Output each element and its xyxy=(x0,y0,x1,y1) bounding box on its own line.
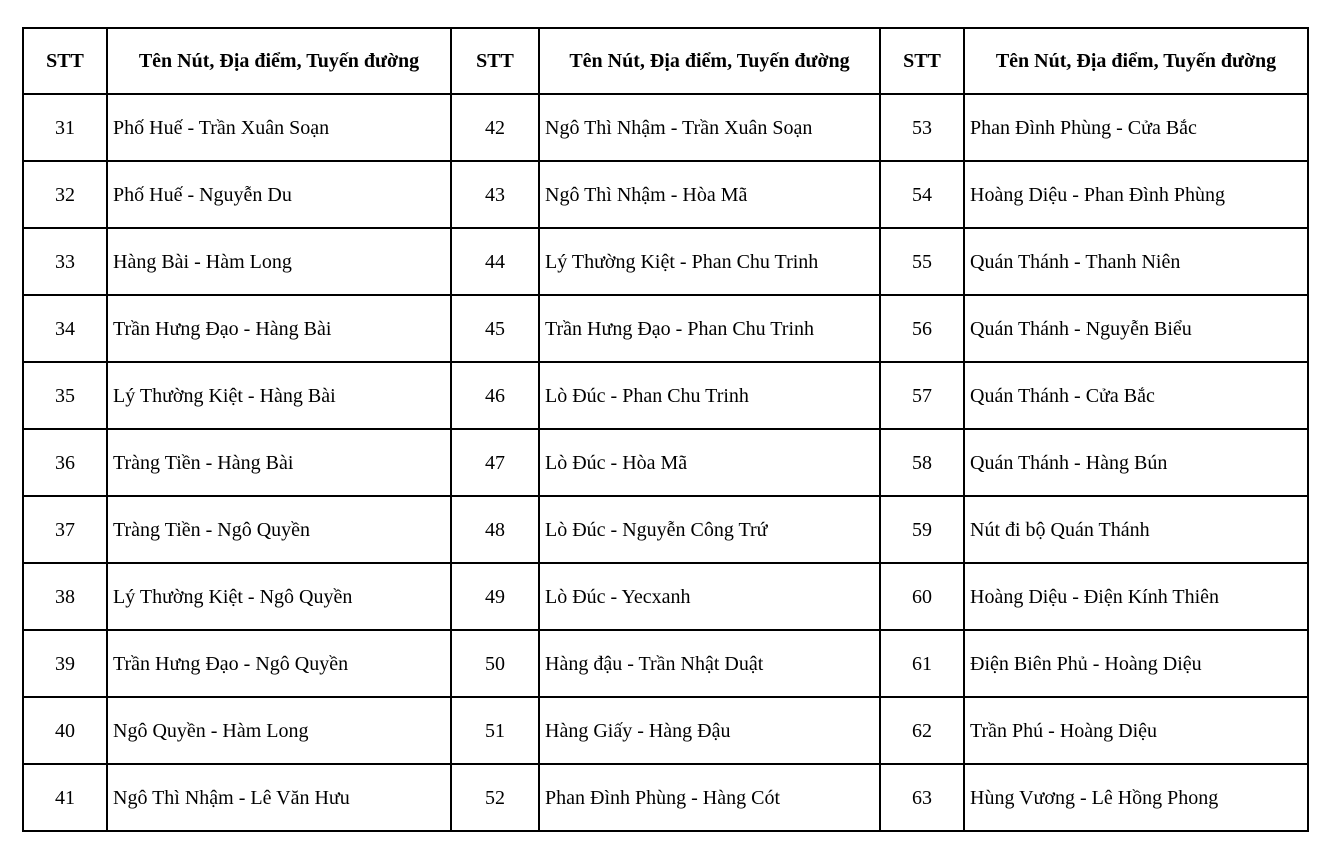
stt-cell: 44 xyxy=(450,227,540,296)
stt-cell: 36 xyxy=(22,428,108,497)
node-name-cell: Trần Hưng Đạo - Ngô Quyền xyxy=(106,629,452,698)
stt-cell: 51 xyxy=(450,696,540,765)
node-name-cell: Lò Đúc - Nguyễn Công Trứ xyxy=(538,495,881,564)
node-name-cell: Phan Đình Phùng - Cửa Bắc xyxy=(963,93,1309,162)
stt-cell: 46 xyxy=(450,361,540,430)
table-row: 34 Trần Hưng Đạo - Hàng Bài 45 Trần Hưng Đạ… xyxy=(22,294,1309,363)
node-name-cell: Quán Thánh - Nguyễn Biểu xyxy=(963,294,1309,363)
node-name-cell: Lò Đúc - Yecxanh xyxy=(538,562,881,631)
stt-cell: 57 xyxy=(879,361,965,430)
table-row: 35 Lý Thường Kiệt - Hàng Bài 46 Lò Đúc - Ph… xyxy=(22,361,1309,430)
node-name-cell: Ngô Thì Nhậm - Lê Văn Hưu xyxy=(106,763,452,832)
stt-header-2: STT xyxy=(450,27,540,95)
node-name-cell: Ngô Thì Nhậm - Hòa Mã xyxy=(538,160,881,229)
stt-cell: 52 xyxy=(450,763,540,832)
name-header-2: Tên Nút, Địa điểm, Tuyến đường xyxy=(538,27,881,95)
node-name-cell: Quán Thánh - Cửa Bắc xyxy=(963,361,1309,430)
stt-cell: 34 xyxy=(22,294,108,363)
table-row: 36 Tràng Tiền - Hàng Bài 47 Lò Đúc - Hòa Mã… xyxy=(22,428,1309,497)
stt-cell: 58 xyxy=(879,428,965,497)
stt-cell: 40 xyxy=(22,696,108,765)
stt-cell: 63 xyxy=(879,763,965,832)
table-row: 38 Lý Thường Kiệt - Ngô Quyền 49 Lò Đúc - Y… xyxy=(22,562,1309,631)
node-name-cell: Lò Đúc - Phan Chu Trinh xyxy=(538,361,881,430)
stt-cell: 56 xyxy=(879,294,965,363)
table-body: 31 Phố Huế - Trần Xuân Soạn 42 Ngô Thì Nhậm… xyxy=(22,93,1309,832)
node-name-cell: Quán Thánh - Thanh Niên xyxy=(963,227,1309,296)
stt-cell: 42 xyxy=(450,93,540,162)
stt-cell: 55 xyxy=(879,227,965,296)
node-name-cell: Ngô Thì Nhậm - Trần Xuân Soạn xyxy=(538,93,881,162)
name-header-1: Tên Nút, Địa điểm, Tuyến đường xyxy=(106,27,452,95)
node-name-cell: Lý Thường Kiệt - Phan Chu Trinh xyxy=(538,227,881,296)
stt-cell: 37 xyxy=(22,495,108,564)
node-name-cell: Trần Hưng Đạo - Hàng Bài xyxy=(106,294,452,363)
node-name-cell: Lý Thường Kiệt - Ngô Quyền xyxy=(106,562,452,631)
stt-cell: 54 xyxy=(879,160,965,229)
node-name-cell: Hàng đậu - Trần Nhật Duật xyxy=(538,629,881,698)
node-name-cell: Hoàng Diệu - Phan Đình Phùng xyxy=(963,160,1309,229)
stt-cell: 43 xyxy=(450,160,540,229)
node-name-cell: Lý Thường Kiệt - Hàng Bài xyxy=(106,361,452,430)
table-row: 31 Phố Huế - Trần Xuân Soạn 42 Ngô Thì Nhậm… xyxy=(22,93,1309,162)
stt-cell: 50 xyxy=(450,629,540,698)
traffic-nodes-table: STT Tên Nút, Địa điểm, Tuyến đường STT T… xyxy=(22,27,1309,832)
stt-cell: 49 xyxy=(450,562,540,631)
stt-cell: 48 xyxy=(450,495,540,564)
stt-cell: 59 xyxy=(879,495,965,564)
table-row: 41 Ngô Thì Nhậm - Lê Văn Hưu 52 Phan Đình P… xyxy=(22,763,1309,832)
node-name-cell: Hàng Bài - Hàm Long xyxy=(106,227,452,296)
stt-cell: 33 xyxy=(22,227,108,296)
stt-cell: 60 xyxy=(879,562,965,631)
node-name-cell: Tràng Tiền - Ngô Quyền xyxy=(106,495,452,564)
node-name-cell: Hàng Giấy - Hàng Đậu xyxy=(538,696,881,765)
node-name-cell: Quán Thánh - Hàng Bún xyxy=(963,428,1309,497)
stt-cell: 41 xyxy=(22,763,108,832)
stt-cell: 31 xyxy=(22,93,108,162)
stt-cell: 32 xyxy=(22,160,108,229)
table-row: 40 Ngô Quyền - Hàm Long 51 Hàng Giấy - Hàng… xyxy=(22,696,1309,765)
node-name-cell: Nút đi bộ Quán Thánh xyxy=(963,495,1309,564)
node-name-cell: Điện Biên Phủ - Hoàng Diệu xyxy=(963,629,1309,698)
name-header-3: Tên Nút, Địa điểm, Tuyến đường xyxy=(963,27,1309,95)
table-row: 33 Hàng Bài - Hàm Long 44 Lý Thường Kiệt - … xyxy=(22,227,1309,296)
stt-cell: 39 xyxy=(22,629,108,698)
stt-header-1: STT xyxy=(22,27,108,95)
node-name-cell: Phố Huế - Trần Xuân Soạn xyxy=(106,93,452,162)
table-row: 39 Trần Hưng Đạo - Ngô Quyền 50 Hàng đậu - … xyxy=(22,629,1309,698)
node-name-cell: Lò Đúc - Hòa Mã xyxy=(538,428,881,497)
stt-header-3: STT xyxy=(879,27,965,95)
stt-cell: 53 xyxy=(879,93,965,162)
node-name-cell: Hùng Vương - Lê Hồng Phong xyxy=(963,763,1309,832)
table-header: STT Tên Nút, Địa điểm, Tuyến đường STT T… xyxy=(22,27,1309,95)
table-row: 37 Tràng Tiền - Ngô Quyền 48 Lò Đúc - Nguyễ… xyxy=(22,495,1309,564)
header-row: STT Tên Nút, Địa điểm, Tuyến đường STT T… xyxy=(22,27,1309,95)
stt-cell: 62 xyxy=(879,696,965,765)
stt-cell: 35 xyxy=(22,361,108,430)
node-name-cell: Phan Đình Phùng - Hàng Cót xyxy=(538,763,881,832)
table-row: 32 Phố Huế - Nguyễn Du 43 Ngô Thì Nhậm - Hò… xyxy=(22,160,1309,229)
node-name-cell: Phố Huế - Nguyễn Du xyxy=(106,160,452,229)
stt-cell: 38 xyxy=(22,562,108,631)
stt-cell: 45 xyxy=(450,294,540,363)
node-name-cell: Hoàng Diệu - Điện Kính Thiên xyxy=(963,562,1309,631)
node-name-cell: Trần Hưng Đạo - Phan Chu Trinh xyxy=(538,294,881,363)
stt-cell: 47 xyxy=(450,428,540,497)
node-name-cell: Ngô Quyền - Hàm Long xyxy=(106,696,452,765)
stt-cell: 61 xyxy=(879,629,965,698)
node-name-cell: Trần Phú - Hoàng Diệu xyxy=(963,696,1309,765)
node-name-cell: Tràng Tiền - Hàng Bài xyxy=(106,428,452,497)
